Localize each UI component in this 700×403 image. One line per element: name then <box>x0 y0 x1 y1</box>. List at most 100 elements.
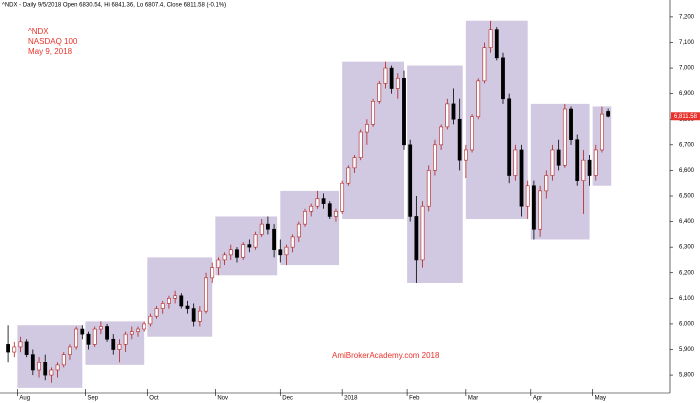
candle-body <box>389 67 394 89</box>
x-tick-label: Dec <box>282 396 293 402</box>
candle-body <box>470 116 474 151</box>
candle-body <box>204 277 208 312</box>
candle-body <box>105 326 109 340</box>
candle-body <box>136 328 140 332</box>
candle-body <box>43 361 48 376</box>
chart-title: ^NDX - Daily 9/5/2018 Open 6830.54, Hi 6… <box>2 3 226 9</box>
candle-body <box>358 131 363 158</box>
candle-body <box>61 354 66 366</box>
candle-body <box>228 249 233 256</box>
candle-body <box>253 234 258 248</box>
candle-body <box>525 185 530 207</box>
y-tick-label: 6,200 <box>679 270 695 276</box>
candle-body <box>538 190 542 230</box>
candle-body <box>507 98 512 176</box>
candle-body <box>266 223 270 230</box>
candle-body <box>142 323 147 330</box>
candle-body <box>395 77 400 89</box>
candle-body <box>420 205 425 261</box>
candle-body <box>129 331 134 335</box>
candle-body <box>451 103 456 120</box>
candle-body <box>241 244 246 258</box>
y-tick-label: 7,000 <box>679 66 695 72</box>
candle-body <box>463 149 468 161</box>
candle-body <box>532 185 536 230</box>
candle-body <box>309 205 314 212</box>
candle-body <box>296 223 301 238</box>
y-tick-label: 5,800 <box>679 373 695 379</box>
y-tick-label: 6,700 <box>679 142 695 148</box>
candle-body <box>569 108 573 140</box>
candle-body <box>544 175 549 192</box>
candle-body <box>383 67 388 84</box>
x-tick-label: May <box>595 396 606 402</box>
candle-body <box>80 328 85 335</box>
candle-body <box>321 198 326 204</box>
candle-body <box>476 80 481 117</box>
candle-body <box>191 308 196 322</box>
candle-body <box>117 344 122 350</box>
candle-body <box>334 211 338 217</box>
candle-body <box>259 223 264 235</box>
candle-body <box>482 47 487 82</box>
y-tick-label: 6,300 <box>679 245 695 251</box>
candle-body <box>414 216 419 261</box>
x-tick-label: Aug <box>19 396 30 402</box>
candle-body <box>371 101 375 125</box>
candle-body <box>210 267 215 279</box>
x-tick-label: Mar <box>468 396 478 402</box>
candle-body <box>18 341 23 348</box>
range-box <box>280 190 340 266</box>
candle-body <box>74 328 79 348</box>
x-tick-label: Feb <box>409 396 420 402</box>
y-tick-label: 6,000 <box>679 321 695 327</box>
candle-body <box>173 295 178 299</box>
candle-body <box>501 57 505 100</box>
candle-body <box>37 361 41 371</box>
candle-body <box>12 346 17 353</box>
candle-body <box>154 308 159 317</box>
range-box <box>17 325 83 388</box>
candle-body <box>160 303 165 309</box>
x-tick-label: Apr <box>533 396 542 402</box>
annotation: May 9, 2018 <box>28 47 73 56</box>
candle-body <box>556 149 561 166</box>
y-tick-label: 6,500 <box>679 194 695 200</box>
annotation: ^NDX <box>28 27 49 36</box>
candle-body <box>30 354 35 371</box>
candle-body <box>600 113 604 151</box>
candle-body <box>6 344 10 353</box>
candle-body <box>513 149 518 176</box>
candle-body <box>315 198 320 207</box>
candle-body <box>123 333 128 345</box>
candle-body <box>179 295 184 307</box>
y-tick-label: 6,400 <box>679 219 695 225</box>
annotation: NASDAQ 100 <box>28 37 78 46</box>
x-tick-label: 2018 <box>344 396 358 402</box>
candle-body <box>24 341 29 355</box>
candle-body <box>216 259 221 268</box>
y-tick-label: 6,900 <box>679 91 695 97</box>
x-tick-label: Nov <box>217 396 228 402</box>
candle-body <box>445 103 450 128</box>
candle-body <box>148 315 153 325</box>
candle-body <box>68 346 72 355</box>
candle-body <box>222 254 227 261</box>
candle-body <box>167 298 171 304</box>
candle-body <box>272 228 276 251</box>
y-tick-label: 6,100 <box>679 296 695 302</box>
candle-body <box>457 118 462 161</box>
candle-body <box>303 211 307 225</box>
x-tick-label: Sep <box>87 396 98 402</box>
candle-body <box>439 126 444 146</box>
candle-body <box>519 149 524 207</box>
candle-body <box>575 139 580 181</box>
candle-body <box>197 310 202 322</box>
candle-body <box>426 170 431 207</box>
candle-body <box>402 77 406 146</box>
candle-body <box>550 149 555 176</box>
candle-body <box>98 326 103 330</box>
candle-body <box>185 305 190 309</box>
candle-body <box>606 111 611 117</box>
watermark: AmiBrokerAcademy.com 2018 <box>332 351 440 360</box>
